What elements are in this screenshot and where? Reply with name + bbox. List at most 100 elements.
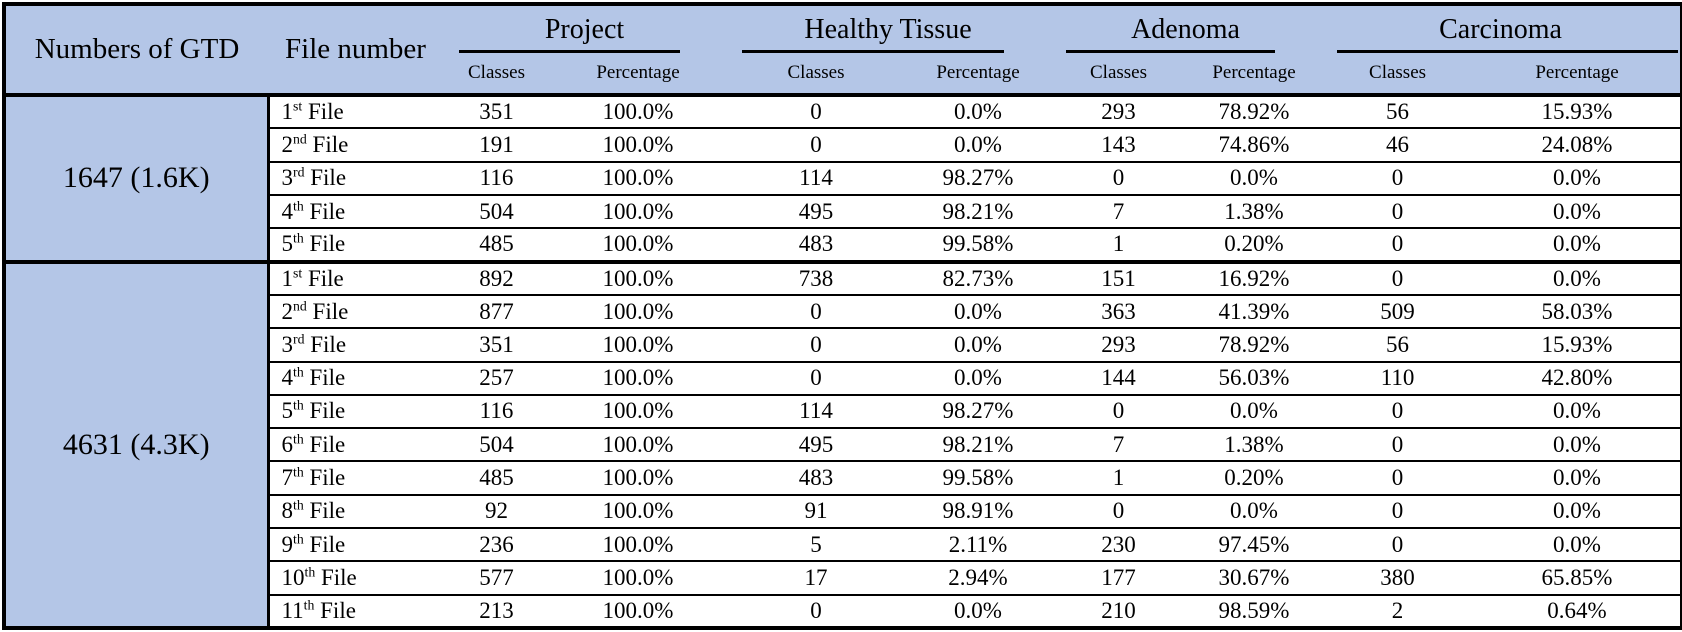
percentage-value: 100.0% [550,528,726,563]
classes-value: 0 [1321,461,1475,496]
classes-value: 380 [1321,561,1475,596]
classes-value: 577 [443,561,550,596]
percentage-value: 0.0% [1474,194,1682,230]
percentage-value: 0.0% [1187,394,1322,430]
classes-value: 0 [726,361,906,396]
subheader-classes-healthy-tissue: Classes [726,53,906,97]
percentage-value: 0.64% [1474,594,1682,628]
file-number-cell: 10th File [268,561,443,596]
classes-value: 293 [1050,328,1187,363]
table-row: 10th File 577 100.0% 17 2.94% 177 30.67% 380 65.… [4,561,1682,596]
percentage-value: 100.0% [550,259,726,296]
classes-value: 485 [443,461,550,496]
percentage-value: 100.0% [550,228,726,263]
classes-value: 509 [1321,294,1475,330]
classes-value: 0 [1050,161,1187,196]
classes-value: 143 [1050,128,1187,163]
percentage-value: 97.45% [1187,528,1322,563]
percentage-value: 100.0% [550,294,726,330]
classes-value: 116 [443,161,550,196]
classes-value: 504 [443,194,550,230]
percentage-value: 0.0% [906,294,1050,330]
file-number-cell: 8th File [268,494,443,530]
percentage-value: 100.0% [550,328,726,363]
classes-value: 0 [726,95,906,130]
classes-value: 0 [1321,161,1475,196]
classes-value: 144 [1050,361,1187,396]
percentage-value: 0.0% [1474,428,1682,463]
classes-value: 191 [443,128,550,163]
file-number-cell: 3rd File [268,161,443,196]
classes-value: 56 [1321,328,1475,363]
file-number-cell: 5th File [268,394,443,430]
classes-value: 2 [1321,594,1475,628]
classes-value: 351 [443,328,550,363]
table-row: 3rd File 116 100.0% 114 98.27% 0 0.0% 0 0.0% [4,161,1682,196]
table-row: 1647 (1.6K) 1st File 351 100.0% 0 0.0% 293 78.9… [4,95,1682,262]
percentage-value: 0.0% [906,95,1050,130]
percentage-value: 1.38% [1187,194,1322,230]
percentage-value: 100.0% [550,394,726,430]
classes-value: 293 [1050,95,1187,130]
classes-value: 0 [726,128,906,163]
percentage-value: 15.93% [1474,328,1682,363]
percentage-value: 2.94% [906,561,1050,596]
file-number-cell: 3rd File [268,328,443,363]
percentage-value: 100.0% [550,428,726,463]
percentage-value: 0.0% [906,128,1050,163]
classes-value: 210 [1050,594,1187,628]
classes-value: 0 [1050,394,1187,430]
percentage-value: 0.0% [906,328,1050,363]
header-numbers-of-gtd: Numbers of GTD [4,4,268,97]
table-row: 5th File 485 100.0% 483 99.58% 1 0.20% 0 0.0% [4,228,1682,263]
file-number-cell: 7th File [268,461,443,496]
percentage-value: 0.0% [1474,259,1682,296]
subheader-percentage-project: Percentage [550,53,726,97]
file-number-cell: 2nd File [268,128,443,163]
percentage-value: 1.38% [1187,428,1322,463]
percentage-value: 99.58% [906,461,1050,496]
classes-value: 504 [443,428,550,463]
table-row: 2nd File 877 100.0% 0 0.0% 363 41.39% 509 58.03% [4,294,1682,330]
classes-value: 483 [726,228,906,263]
classes-value: 485 [443,228,550,263]
percentage-value: 78.92% [1187,328,1322,363]
percentage-value: 74.86% [1187,128,1322,163]
percentage-value: 0.0% [1474,461,1682,496]
classes-value: 483 [726,461,906,496]
table-row: 4th File 504 100.0% 495 98.21% 7 1.38% 0 0.0% [4,194,1682,230]
classes-value: 7 [1050,194,1187,230]
subheader-percentage-healthy-tissue: Percentage [906,53,1050,97]
classes-value: 92 [443,494,550,530]
classes-value: 0 [1321,228,1475,263]
percentage-value: 0.0% [1474,161,1682,196]
table-row: 9th File 236 100.0% 5 2.11% 230 97.45% 0 0.0% [4,528,1682,563]
table-body: 1647 (1.6K) 1st File 351 100.0% 0 0.0% 293 78.9… [4,95,1682,628]
gtd-group-label: 1647 (1.6K) [4,95,270,262]
percentage-value: 82.73% [906,259,1050,296]
percentage-value: 30.67% [1187,561,1322,596]
classes-value: 0 [1321,494,1475,530]
percentage-value: 16.92% [1187,259,1322,296]
percentage-value: 56.03% [1187,361,1322,396]
classes-value: 363 [1050,294,1187,330]
classes-value: 213 [443,594,550,628]
percentage-value: 100.0% [550,361,726,396]
percentage-value: 100.0% [550,95,726,130]
percentage-value: 98.21% [906,428,1050,463]
classes-value: 5 [726,528,906,563]
percentage-value: 58.03% [1474,294,1682,330]
table-row: 7th File 485 100.0% 483 99.58% 1 0.20% 0 0.0% [4,461,1682,496]
classes-value: 0 [1050,494,1187,530]
sub-header-row: Classes Percentage Classes Percentage Cl… [4,53,1682,97]
classes-value: 0 [1321,428,1475,463]
subheader-classes-adenoma: Classes [1050,53,1187,97]
classes-value: 116 [443,394,550,430]
percentage-value: 42.80% [1474,361,1682,396]
percentage-value: 98.91% [906,494,1050,530]
classes-value: 738 [726,259,906,296]
subheader-percentage-carcinoma: Percentage [1474,53,1682,97]
percentage-value: 0.0% [1474,494,1682,530]
percentage-value: 99.58% [906,228,1050,263]
